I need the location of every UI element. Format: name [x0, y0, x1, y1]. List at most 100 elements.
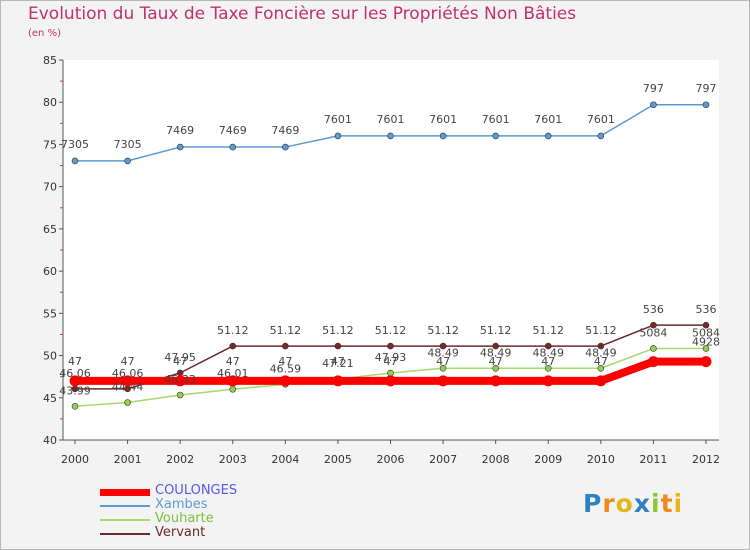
- data-point-coulonges: [595, 375, 607, 387]
- data-label-coulonges: 47: [68, 355, 82, 368]
- data-point-vervant: [439, 342, 447, 350]
- y-tick-label: 50: [43, 350, 57, 363]
- data-label-coulonges: 4928: [692, 336, 720, 349]
- logo-letter: r: [602, 489, 616, 518]
- data-point-xambes: [387, 132, 394, 140]
- data-point-coulonges: [227, 375, 239, 387]
- data-point-coulonges: [542, 375, 554, 387]
- data-point-coulonges: [647, 356, 659, 368]
- data-point-xambes: [650, 101, 657, 109]
- y-tick-label: 45: [43, 392, 57, 405]
- y-tick-label: 85: [43, 54, 57, 67]
- data-point-vervant: [334, 342, 342, 350]
- data-point-vervant: [387, 342, 394, 350]
- logo-letter: o: [615, 489, 634, 518]
- data-label-vouharte: 48.49: [533, 346, 565, 359]
- data-label-vouharte: 44.44: [112, 381, 144, 394]
- x-tick-label: 2003: [219, 453, 247, 466]
- x-tick-label: 2011: [639, 453, 667, 466]
- data-point-vouharte: [702, 345, 710, 352]
- data-label-vervant: 51.12: [480, 324, 512, 337]
- y-tick-label: 65: [43, 223, 57, 236]
- data-point-vervant: [702, 321, 710, 329]
- data-point-xambes: [439, 132, 447, 140]
- x-tick-label: 2006: [377, 453, 405, 466]
- data-point-xambes: [492, 132, 499, 140]
- data-label-vervant: 47.95: [164, 351, 196, 364]
- data-label-xambes: 797: [696, 82, 717, 95]
- data-point-vouharte: [124, 399, 131, 406]
- data-point-coulonges: [69, 375, 81, 387]
- y-tick-label: 55: [43, 307, 57, 320]
- data-label-xambes: 7601: [587, 113, 615, 126]
- data-point-coulonges: [385, 375, 396, 387]
- data-label-xambes: 7601: [324, 113, 352, 126]
- data-point-vouharte: [439, 365, 447, 372]
- proxiti-logo: Proxiti: [583, 489, 683, 518]
- data-label-vervant: 51.12: [322, 324, 354, 337]
- data-label-vouharte: 46.01: [217, 367, 249, 380]
- data-label-xambes: 7469: [271, 124, 299, 137]
- data-label-vervant: 536: [643, 303, 664, 316]
- logo-letter: i: [651, 489, 661, 518]
- data-point-xambes: [176, 143, 184, 151]
- data-label-xambes: 7601: [377, 113, 405, 126]
- logo-letter: x: [633, 489, 651, 518]
- data-point-vouharte: [176, 391, 184, 399]
- data-point-xambes: [597, 132, 605, 140]
- x-tick-label: 2002: [166, 453, 194, 466]
- data-point-vervant: [544, 342, 552, 350]
- data-label-xambes: 7469: [166, 124, 194, 137]
- data-label-xambes: 7601: [429, 113, 457, 126]
- data-label-vervant: 51.12: [585, 324, 617, 337]
- data-label-xambes: 7305: [114, 138, 142, 151]
- data-label-vouharte: 46.59: [270, 362, 302, 375]
- logo-letter: t: [660, 489, 674, 518]
- x-tick-label: 2010: [587, 453, 615, 466]
- y-tick-label: 75: [43, 138, 57, 151]
- data-point-xambes: [229, 143, 237, 151]
- logo-letter: P: [583, 489, 603, 518]
- legend-label: COULONGES: [155, 483, 238, 498]
- x-tick-label: 2009: [534, 453, 562, 466]
- data-point-xambes: [71, 157, 79, 165]
- data-label-vervant: 51.12: [533, 324, 565, 337]
- data-label-coulonges: 47: [278, 355, 292, 368]
- data-point-vervant: [282, 342, 289, 350]
- data-label-vervant: 46.06: [112, 367, 144, 380]
- data-point-vouharte: [597, 365, 605, 372]
- data-label-vervant: 51.12: [375, 324, 407, 337]
- data-label-vervant: 51.12: [217, 324, 249, 337]
- data-point-vervant: [650, 321, 657, 329]
- data-label-coulonges: 47: [173, 355, 187, 368]
- chart-title: Evolution du Taux de Taxe Foncière sur l…: [28, 4, 577, 24]
- data-label-vervant: 51.12: [270, 324, 302, 337]
- y-tick-label: 60: [43, 265, 57, 278]
- data-point-vouharte: [387, 369, 394, 377]
- data-label-vouharte: 47.21: [322, 357, 354, 370]
- legend-label: Vouharte: [155, 511, 214, 526]
- data-label-vouharte: 43.99: [59, 384, 91, 397]
- data-label-vervant: 46.06: [59, 367, 91, 380]
- data-label-vouharte: 47.93: [375, 351, 407, 364]
- data-label-coulonges: 47: [594, 355, 608, 368]
- data-point-vouharte: [544, 365, 552, 372]
- x-tick-label: 2012: [692, 453, 720, 466]
- data-labels: 7305 7305 7469 7469 7469 7601 7601 7601 7601 7601…: [59, 82, 720, 398]
- data-point-coulonges: [279, 375, 291, 387]
- y-tick-label: 70: [43, 181, 57, 194]
- data-label-vervant: 51.12: [427, 324, 459, 337]
- x-tick-label: 2000: [61, 453, 89, 466]
- data-label-coulonges: 47: [226, 355, 240, 368]
- data-point-vervant: [597, 342, 605, 350]
- data-point-vervant: [229, 342, 237, 350]
- x-tick-label: 2004: [271, 453, 299, 466]
- data-label-coulonges: 47: [384, 355, 398, 368]
- data-point-xambes: [124, 157, 131, 165]
- data-label-xambes: 7601: [534, 113, 562, 126]
- data-point-vouharte: [492, 365, 499, 372]
- data-label-xambes: 7305: [61, 138, 89, 151]
- data-label-vouharte: 48.49: [585, 346, 617, 359]
- data-label-vervant: 536: [696, 303, 717, 316]
- data-label-xambes: 7601: [482, 113, 510, 126]
